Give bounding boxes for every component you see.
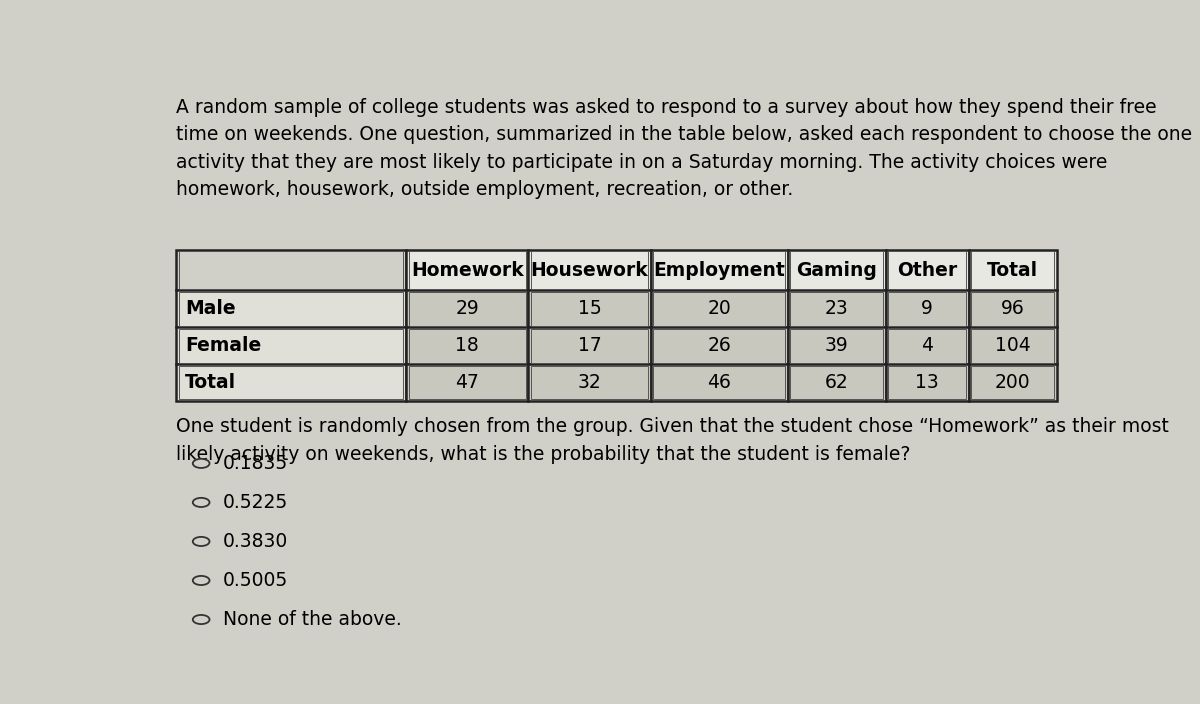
- Bar: [787, 250, 886, 291]
- Bar: [787, 364, 886, 401]
- Text: 0.5005: 0.5005: [222, 571, 288, 590]
- Bar: [968, 250, 1057, 291]
- Bar: [650, 364, 787, 401]
- Text: Total: Total: [988, 260, 1038, 279]
- Bar: [406, 250, 528, 291]
- Bar: [179, 251, 403, 289]
- Bar: [886, 291, 968, 327]
- Text: 200: 200: [995, 373, 1031, 392]
- Text: None of the above.: None of the above.: [222, 610, 401, 629]
- Bar: [972, 292, 1054, 326]
- Bar: [528, 364, 650, 401]
- Text: 39: 39: [824, 337, 848, 356]
- Bar: [176, 364, 406, 401]
- Bar: [406, 364, 528, 401]
- Bar: [791, 251, 883, 289]
- Bar: [532, 251, 648, 289]
- Text: 9: 9: [922, 299, 934, 318]
- Bar: [972, 329, 1054, 363]
- Text: 47: 47: [455, 373, 479, 392]
- Text: 17: 17: [577, 337, 601, 356]
- Bar: [972, 251, 1054, 289]
- Bar: [650, 250, 787, 291]
- Bar: [888, 329, 966, 363]
- Bar: [528, 250, 650, 291]
- Text: Total: Total: [185, 373, 236, 392]
- Text: A random sample of college students was asked to respond to a survey about how t: A random sample of college students was …: [176, 98, 1192, 199]
- Text: 46: 46: [707, 373, 731, 392]
- Text: 0.1835: 0.1835: [222, 454, 288, 473]
- Bar: [528, 291, 650, 327]
- Ellipse shape: [193, 615, 210, 624]
- Ellipse shape: [193, 459, 210, 468]
- Ellipse shape: [193, 498, 210, 507]
- Text: 4: 4: [922, 337, 934, 356]
- Bar: [650, 327, 787, 364]
- Bar: [176, 291, 406, 327]
- Ellipse shape: [193, 537, 210, 546]
- Bar: [886, 327, 968, 364]
- Bar: [409, 329, 526, 363]
- Bar: [791, 292, 883, 326]
- Text: Gaming: Gaming: [796, 260, 877, 279]
- Bar: [654, 329, 785, 363]
- Text: 29: 29: [455, 299, 479, 318]
- Text: 26: 26: [707, 337, 731, 356]
- Bar: [787, 327, 886, 364]
- Bar: [409, 292, 526, 326]
- Text: 0.5225: 0.5225: [222, 493, 288, 512]
- Bar: [532, 366, 648, 399]
- Text: One student is randomly chosen from the group. Given that the student chose “Hom: One student is randomly chosen from the …: [176, 417, 1169, 463]
- Bar: [176, 250, 406, 291]
- Bar: [791, 329, 883, 363]
- Text: Female: Female: [185, 337, 262, 356]
- Text: 13: 13: [916, 373, 938, 392]
- Text: 0.3830: 0.3830: [222, 532, 288, 551]
- Bar: [406, 327, 528, 364]
- Bar: [972, 366, 1054, 399]
- Bar: [654, 366, 785, 399]
- Text: Homework: Homework: [410, 260, 523, 279]
- Bar: [886, 364, 968, 401]
- Text: 62: 62: [824, 373, 848, 392]
- Bar: [791, 366, 883, 399]
- Text: 32: 32: [577, 373, 601, 392]
- Text: 96: 96: [1001, 299, 1025, 318]
- Bar: [888, 366, 966, 399]
- Text: 23: 23: [824, 299, 848, 318]
- Bar: [176, 327, 406, 364]
- Bar: [179, 329, 403, 363]
- Text: 15: 15: [577, 299, 601, 318]
- Bar: [888, 251, 966, 289]
- Bar: [968, 291, 1057, 327]
- Bar: [968, 364, 1057, 401]
- Text: Other: Other: [896, 260, 958, 279]
- Bar: [654, 251, 785, 289]
- Text: Male: Male: [185, 299, 236, 318]
- Bar: [886, 250, 968, 291]
- Bar: [528, 327, 650, 364]
- Bar: [787, 291, 886, 327]
- Bar: [968, 327, 1057, 364]
- Bar: [409, 251, 526, 289]
- Text: Employment: Employment: [653, 260, 785, 279]
- Text: 104: 104: [995, 337, 1031, 356]
- Bar: [654, 292, 785, 326]
- Text: 20: 20: [707, 299, 731, 318]
- Bar: [888, 292, 966, 326]
- Bar: [406, 291, 528, 327]
- Bar: [179, 292, 403, 326]
- Ellipse shape: [193, 576, 210, 585]
- Bar: [650, 291, 787, 327]
- Text: 18: 18: [455, 337, 479, 356]
- Bar: [532, 329, 648, 363]
- Bar: [532, 292, 648, 326]
- Bar: [409, 366, 526, 399]
- Text: Housework: Housework: [530, 260, 648, 279]
- Bar: [179, 366, 403, 399]
